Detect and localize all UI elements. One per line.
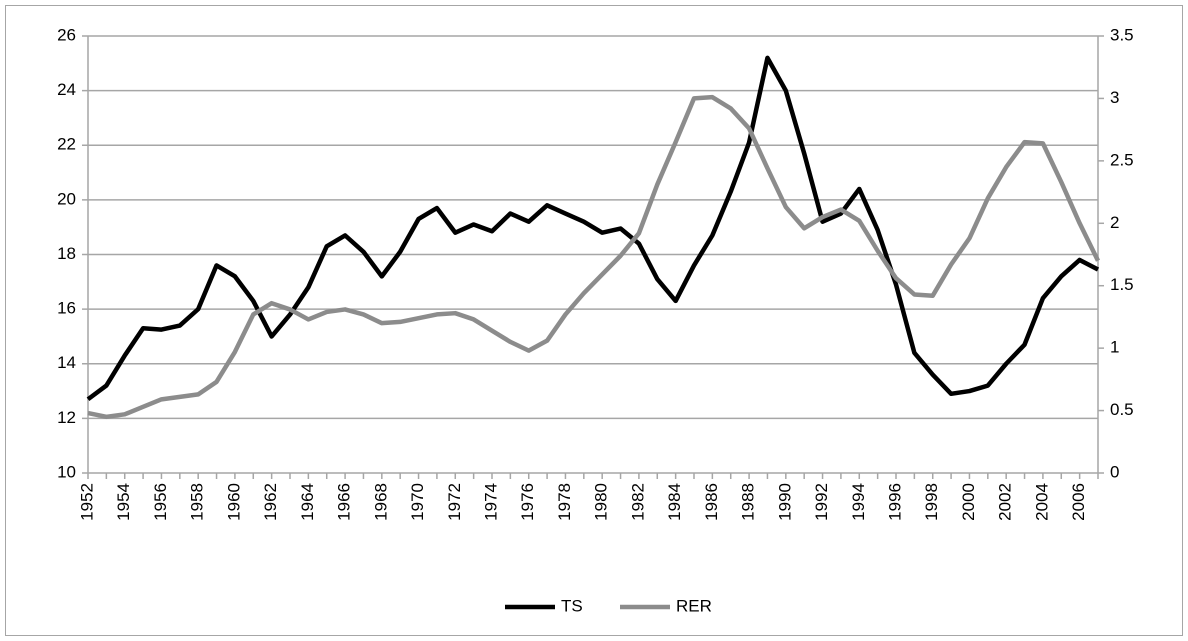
line-series bbox=[86, 55, 1100, 402]
y2-tick-label: 0 bbox=[1110, 462, 1119, 481]
x-tick-label: 1988 bbox=[739, 483, 758, 521]
y-tick-label: 24 bbox=[57, 80, 76, 99]
x-tick-label: 1990 bbox=[775, 483, 794, 521]
x-tick-label: 1962 bbox=[261, 483, 280, 521]
x-tick-label: 1970 bbox=[408, 483, 427, 521]
chart-border bbox=[5, 5, 1183, 636]
x-tick-label: 1954 bbox=[114, 483, 133, 521]
x-tick-label: 1964 bbox=[298, 483, 317, 521]
y2-tick-label: 1 bbox=[1110, 338, 1119, 357]
y-tick-label: 12 bbox=[57, 408, 76, 427]
x-tick-label: 1996 bbox=[885, 483, 904, 521]
x-tick-label: 1982 bbox=[628, 483, 647, 521]
y2-tick-label: 3 bbox=[1110, 88, 1119, 107]
y-tick-label: 20 bbox=[57, 189, 76, 208]
x-tick-label: 1984 bbox=[665, 483, 684, 521]
y-tick-label: 10 bbox=[57, 462, 76, 481]
legend-label: RER bbox=[676, 596, 712, 615]
line-series bbox=[87, 94, 1101, 420]
x-tick-label: 1956 bbox=[151, 483, 170, 521]
x-tick-label: 2000 bbox=[959, 483, 978, 521]
y-tick-label: 22 bbox=[57, 135, 76, 154]
y-tick-label: 14 bbox=[57, 353, 76, 372]
legend-label: TS bbox=[561, 596, 583, 615]
x-tick-label: 2002 bbox=[996, 483, 1015, 521]
x-tick-label: 1952 bbox=[77, 483, 96, 521]
x-tick-label: 1978 bbox=[555, 483, 574, 521]
y-tick-label: 26 bbox=[57, 25, 76, 44]
x-tick-label: 1986 bbox=[702, 483, 721, 521]
x-tick-label: 1968 bbox=[371, 483, 390, 521]
y2-tick-label: 1.5 bbox=[1110, 275, 1134, 294]
x-tick-label: 1992 bbox=[812, 483, 831, 521]
y2-tick-label: 3.5 bbox=[1110, 25, 1134, 44]
x-tick-label: 1998 bbox=[922, 483, 941, 521]
x-tick-label: 1976 bbox=[518, 483, 537, 521]
x-tick-label: 1974 bbox=[481, 483, 500, 521]
y-tick-label: 18 bbox=[57, 244, 76, 263]
x-tick-label: 1994 bbox=[849, 483, 868, 521]
y-tick-label: 16 bbox=[57, 299, 76, 318]
y2-tick-label: 2 bbox=[1110, 213, 1119, 232]
y2-tick-label: 0.5 bbox=[1110, 400, 1134, 419]
x-tick-label: 1958 bbox=[188, 483, 207, 521]
y2-tick-label: 2.5 bbox=[1110, 150, 1134, 169]
x-tick-label: 2006 bbox=[1069, 483, 1088, 521]
x-tick-label: 1966 bbox=[335, 483, 354, 521]
x-tick-label: 1972 bbox=[445, 483, 464, 521]
x-tick-label: 1960 bbox=[224, 483, 243, 521]
x-tick-label: 2004 bbox=[1032, 483, 1051, 521]
x-tick-label: 1980 bbox=[592, 483, 611, 521]
